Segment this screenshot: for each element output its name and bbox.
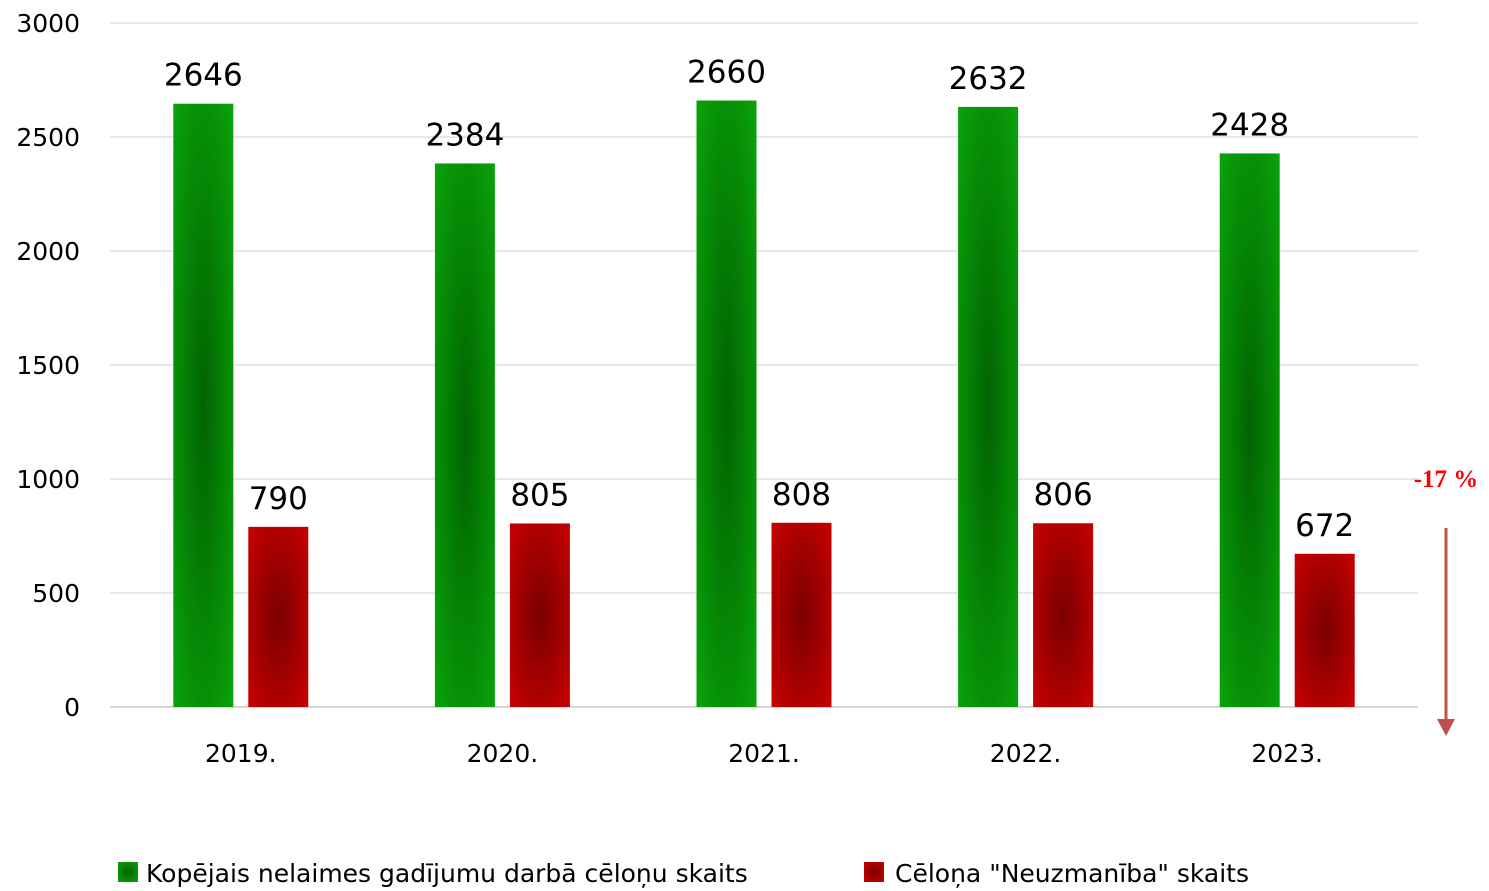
y-tick-label: 1500 <box>16 351 80 380</box>
data-label: 805 <box>510 477 569 513</box>
data-label: 806 <box>1034 477 1093 513</box>
annotation: -17 % <box>1414 466 1479 736</box>
x-tick-label: 2020. <box>467 739 539 768</box>
y-tick-label: 1000 <box>16 465 80 494</box>
bar-neuzmaniba-2 <box>771 522 832 707</box>
bar-total-4 <box>1219 153 1280 707</box>
bar-total-1 <box>434 163 495 707</box>
x-tick-label: 2021. <box>728 739 800 768</box>
legend-label: Kopējais nelaimes gadījumu darbā cēloņu … <box>146 859 748 888</box>
y-tick-label: 500 <box>32 579 80 608</box>
data-label: 808 <box>772 477 831 513</box>
data-label: 2384 <box>425 117 504 153</box>
legend-swatch-neuzmaniba <box>864 862 884 882</box>
bar-total-0 <box>173 103 234 708</box>
legend: Kopējais nelaimes gadījumu darbā cēloņu … <box>118 859 1249 888</box>
x-axis-labels: 2019. 2020. 2021. 2022. 2023. <box>205 739 1323 768</box>
y-tick-label: 0 <box>64 693 80 722</box>
x-tick-label: 2022. <box>990 739 1062 768</box>
data-label: 2428 <box>1210 107 1289 143</box>
data-label: 2646 <box>164 58 243 94</box>
bar-neuzmaniba-0 <box>248 526 309 707</box>
bar-total-3 <box>958 106 1019 708</box>
legend-label: Cēloņa "Neuzmanība" skaits <box>895 859 1249 888</box>
data-label: 2632 <box>949 61 1028 97</box>
bar-total-2 <box>696 100 757 707</box>
gridlines <box>110 22 1418 708</box>
bar-neuzmaniba-1 <box>509 523 570 707</box>
y-tick-label: 2000 <box>16 237 80 266</box>
x-tick-label: 2019. <box>205 739 277 768</box>
y-tick-label: 3000 <box>16 9 80 38</box>
y-tick-label: 2500 <box>16 123 80 152</box>
bar-neuzmaniba-4 <box>1294 553 1355 707</box>
data-label: 2660 <box>687 55 766 91</box>
x-tick-label: 2023. <box>1251 739 1323 768</box>
data-labels: 2646 790 2384 805 2660 808 2632 806 2428 672 <box>164 55 1354 544</box>
data-label: 672 <box>1295 508 1354 544</box>
annotation-label: -17 % <box>1414 466 1479 493</box>
bar-neuzmaniba-3 <box>1033 523 1094 707</box>
legend-swatch-total <box>118 862 138 882</box>
y-axis-ticks: 0 500 1000 1500 2000 2500 3000 <box>16 9 80 722</box>
data-label: 790 <box>249 481 308 517</box>
bars <box>173 100 1355 708</box>
annotation-arrow-head <box>1437 719 1455 736</box>
